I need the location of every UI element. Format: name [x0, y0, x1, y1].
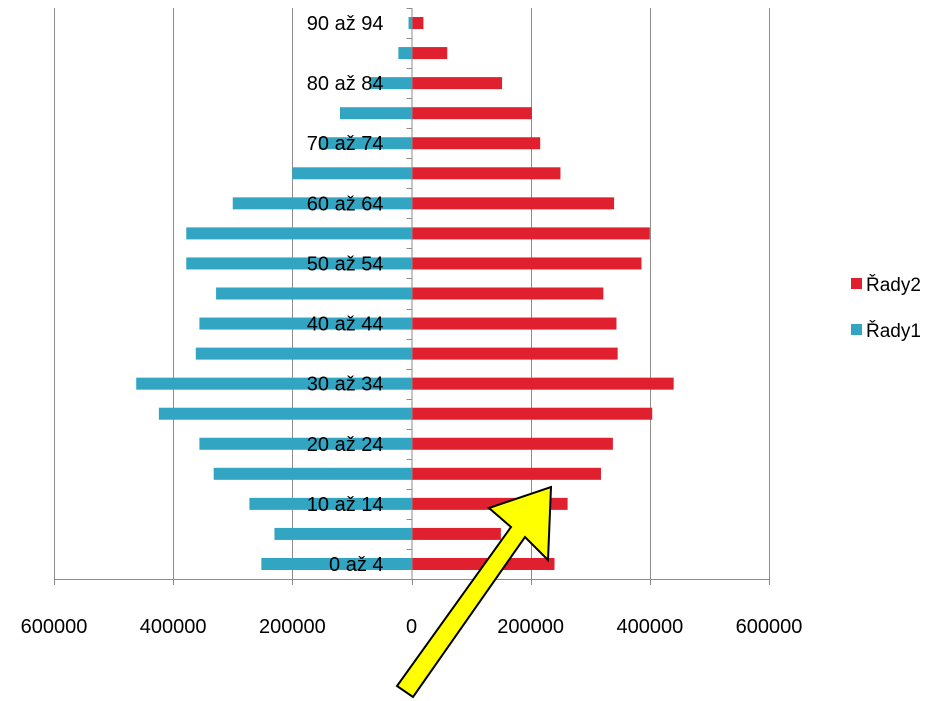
bar-rady2	[411, 227, 650, 240]
bar-rady1	[369, 77, 412, 90]
bar-rady2	[411, 377, 674, 390]
x-tick-label: 0	[406, 616, 417, 638]
bar-rady1	[340, 107, 412, 120]
x-tick-label: 600000	[736, 616, 803, 638]
bar-rady1	[319, 137, 412, 150]
bar-rady2	[411, 527, 501, 540]
bar-rady2	[411, 77, 503, 90]
category-label: 60 až 64	[307, 193, 384, 215]
x-tick-label: 200000	[497, 616, 564, 638]
category-label: 40 až 44	[307, 314, 384, 336]
bar-rady1	[199, 437, 412, 450]
legend-swatch	[851, 278, 862, 289]
bar-rady1	[398, 47, 412, 60]
bar-rady1	[216, 287, 412, 300]
bar-rady1	[195, 347, 412, 360]
legend-swatch	[851, 324, 862, 335]
x-tick-label: 200000	[259, 616, 326, 638]
arrow-shape	[395, 485, 553, 699]
axes	[54, 8, 770, 585]
bar-rady2	[411, 407, 653, 420]
bar-rady1	[213, 467, 412, 480]
legend-label: Řady2	[866, 274, 921, 296]
bar-rady2	[411, 437, 613, 450]
bar-rady1	[232, 197, 412, 210]
bar-rady2	[411, 17, 424, 30]
bar-rady2	[411, 107, 532, 120]
arrow-annotation	[395, 485, 553, 699]
category-labels: 0 až 4 10 až 14 20 až 24 30 až 34 40 až 44 50…	[307, 13, 384, 576]
bar-rady1	[261, 557, 412, 570]
category-label: 20 až 24	[307, 434, 384, 456]
bar-rady1	[249, 497, 412, 510]
bar-rady1	[186, 227, 412, 240]
category-label: 90 až 94	[307, 13, 384, 35]
x-tick-label: 600000	[21, 616, 88, 638]
bar-rady1	[408, 17, 412, 30]
bar-rady1	[292, 167, 412, 180]
bar-rady1	[274, 527, 412, 540]
category-label: 0 až 4	[329, 554, 383, 576]
bar-rady2	[411, 197, 615, 210]
x-tick-labels: 600000 400000 200000 0 200000 400000 600000	[21, 616, 803, 638]
category-label: 50 až 54	[307, 253, 384, 275]
legend-label: Řady1	[866, 320, 921, 342]
category-label: 10 až 14	[307, 494, 384, 516]
bar-rady2	[411, 137, 541, 150]
bar-rady2	[411, 347, 618, 360]
bar-rady2	[411, 287, 604, 300]
category-label: 30 až 34	[307, 374, 384, 396]
bar-rady2	[411, 317, 617, 330]
bar-rady2	[411, 467, 601, 480]
bar-rady1	[186, 257, 412, 270]
bars	[136, 17, 674, 570]
x-tick-label: 400000	[616, 616, 683, 638]
bar-rady2	[411, 557, 555, 570]
legend: Řady2 Řady1	[851, 274, 921, 342]
bar-rady1	[158, 407, 412, 420]
bar-rady1	[199, 317, 412, 330]
bar-rady2	[411, 167, 561, 180]
category-label: 70 až 74	[307, 133, 384, 155]
x-tick-label: 400000	[140, 616, 207, 638]
bar-rady2	[411, 47, 448, 60]
category-label: 80 až 84	[307, 73, 384, 95]
bar-rady2	[411, 257, 642, 270]
bar-rady1	[136, 377, 412, 390]
